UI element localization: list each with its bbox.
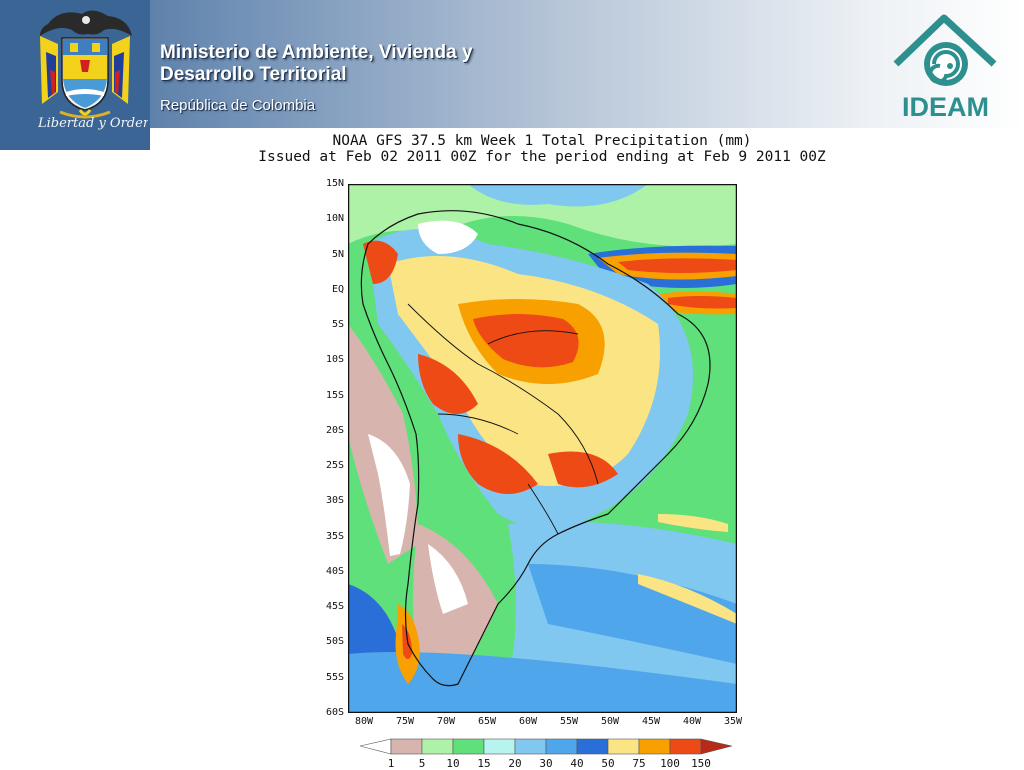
country-borders: [407, 303, 599, 535]
map-border: [348, 184, 737, 713]
legend-label: 15: [477, 757, 491, 770]
map-title-line-1: NOAA GFS 37.5 km Week 1 Total Precipitat…: [332, 133, 752, 149]
ideam-logo: [886, 12, 1004, 124]
legend-swatch: [483, 738, 516, 755]
longitude-label: 75W: [395, 716, 415, 727]
legend-swatch: [452, 738, 485, 755]
legend-swatch: [576, 738, 609, 755]
precip-zone: [473, 314, 579, 368]
latitude-label: 10S: [325, 354, 344, 366]
precip-zone: [458, 434, 538, 494]
legend-swatch: [638, 738, 671, 755]
ministry-line-1: Ministerio de Ambiente, Vivienda y: [160, 42, 473, 63]
longitude-label: 35W: [723, 716, 743, 727]
precip-zone: [468, 184, 648, 207]
precip-zone: [418, 220, 478, 254]
republic-name: República de Colombia: [160, 97, 316, 114]
emblem-motto: Libertad y Orden: [38, 116, 148, 131]
legend-swatch: [545, 738, 578, 755]
legend-label: 5: [418, 757, 426, 770]
legend-label: 40: [570, 757, 584, 770]
longitude-label: 70W: [436, 716, 456, 727]
legend-swatch: [514, 738, 547, 755]
legend-label: 20: [508, 757, 522, 770]
header-band: Libertad y Orden Ministerio de Ambiente,…: [0, 0, 1024, 150]
latitude-label: 5N: [331, 248, 344, 260]
longitude-label: 80W: [354, 716, 374, 727]
latitude-label: 35S: [325, 530, 344, 542]
precipitation-map: [348, 184, 737, 713]
latitude-label: 45S: [325, 601, 344, 613]
latitude-label: EQ: [331, 283, 344, 295]
latitude-label: 40S: [325, 565, 344, 577]
precip-zone: [368, 434, 410, 556]
latitude-label: 30S: [325, 495, 344, 507]
latitude-label: 55S: [325, 671, 344, 683]
precip-zone: [618, 258, 737, 273]
legend-label: 10: [446, 757, 460, 770]
precip-zone: [658, 514, 728, 532]
latitude-label: 15N: [325, 178, 344, 189]
map-title-line-2: Issued at Feb 02 2011 00Z for the period…: [258, 149, 826, 165]
legend-label: 50: [601, 757, 615, 770]
longitude-label: 45W: [641, 716, 661, 727]
precipitation-legend: [360, 738, 732, 755]
longitude-label: 40W: [682, 716, 702, 727]
precip-zone: [668, 296, 737, 309]
legend-swatch: [700, 738, 732, 755]
latitude-label: 10N: [325, 213, 344, 225]
latitude-label: 25S: [325, 460, 344, 472]
legend-label: 150: [691, 757, 711, 770]
precip-zone: [428, 544, 468, 614]
ideam-swirl-icon: [893, 14, 997, 86]
legend-label: 30: [539, 757, 553, 770]
legend-swatch: [607, 738, 640, 755]
latitude-label: 20S: [325, 424, 344, 436]
precip-zone: [418, 354, 478, 414]
legend-swatch: [360, 738, 392, 755]
ideam-wordmark: IDEAM: [902, 92, 989, 122]
latitude-label: 15S: [325, 389, 344, 401]
latitude-label: 60S: [325, 707, 344, 718]
legend-swatch: [421, 738, 454, 755]
longitude-label: 50W: [600, 716, 620, 727]
legend-label: 100: [660, 757, 680, 770]
precip-zone: [348, 652, 737, 713]
latitude-label: 50S: [325, 636, 344, 648]
map-title: NOAA GFS 37.5 km Week 1 Total Precipitat…: [200, 133, 884, 165]
precip-zone: [363, 240, 398, 284]
legend-label: 1: [387, 757, 395, 770]
coastline: [360, 210, 711, 687]
ministry-name: Ministerio de Ambiente, Vivienda y Desar…: [160, 42, 520, 86]
coat-of-arms-icon: [40, 10, 132, 119]
legend-label: 75: [632, 757, 646, 770]
legend-swatch: [390, 738, 423, 755]
longitude-label: 60W: [518, 716, 538, 727]
latitude-label: 5S: [331, 319, 344, 331]
legend-swatch: [669, 738, 702, 755]
precip-zone: [638, 574, 737, 624]
ministry-line-2: Desarrollo Territorial: [160, 64, 347, 85]
precip-zone: [348, 184, 737, 247]
longitude-label: 55W: [559, 716, 579, 727]
precip-zone: [548, 451, 618, 488]
longitude-label: 65W: [477, 716, 497, 727]
colombia-emblem: Libertad y Orden: [0, 0, 150, 150]
